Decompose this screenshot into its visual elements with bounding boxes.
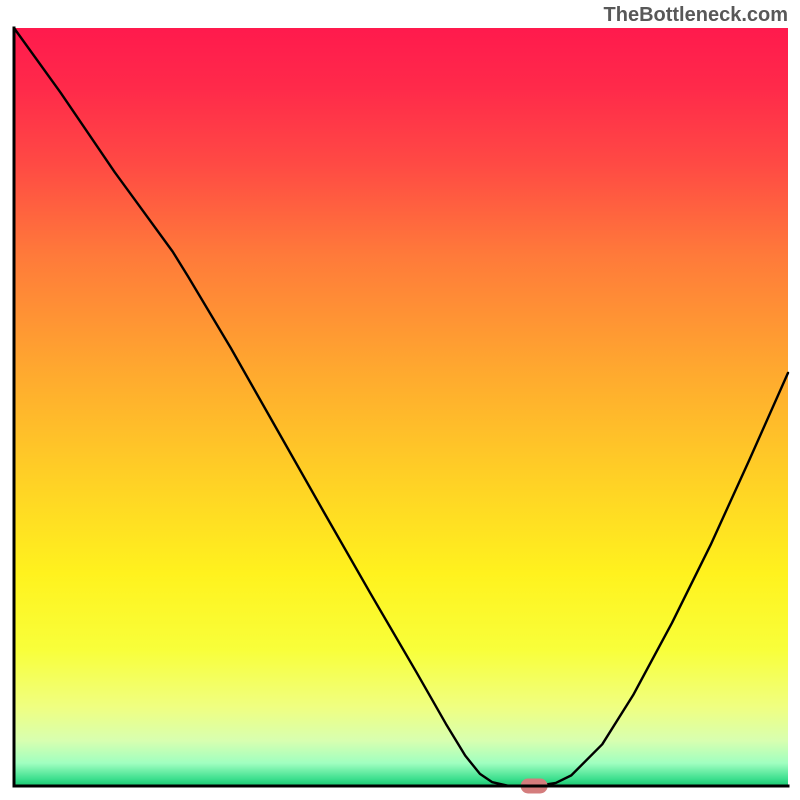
chart-container: TheBottleneck.com: [0, 0, 800, 800]
bottleneck-chart: [0, 0, 800, 800]
watermark-text: TheBottleneck.com: [604, 4, 788, 27]
gradient-background: [14, 28, 788, 786]
